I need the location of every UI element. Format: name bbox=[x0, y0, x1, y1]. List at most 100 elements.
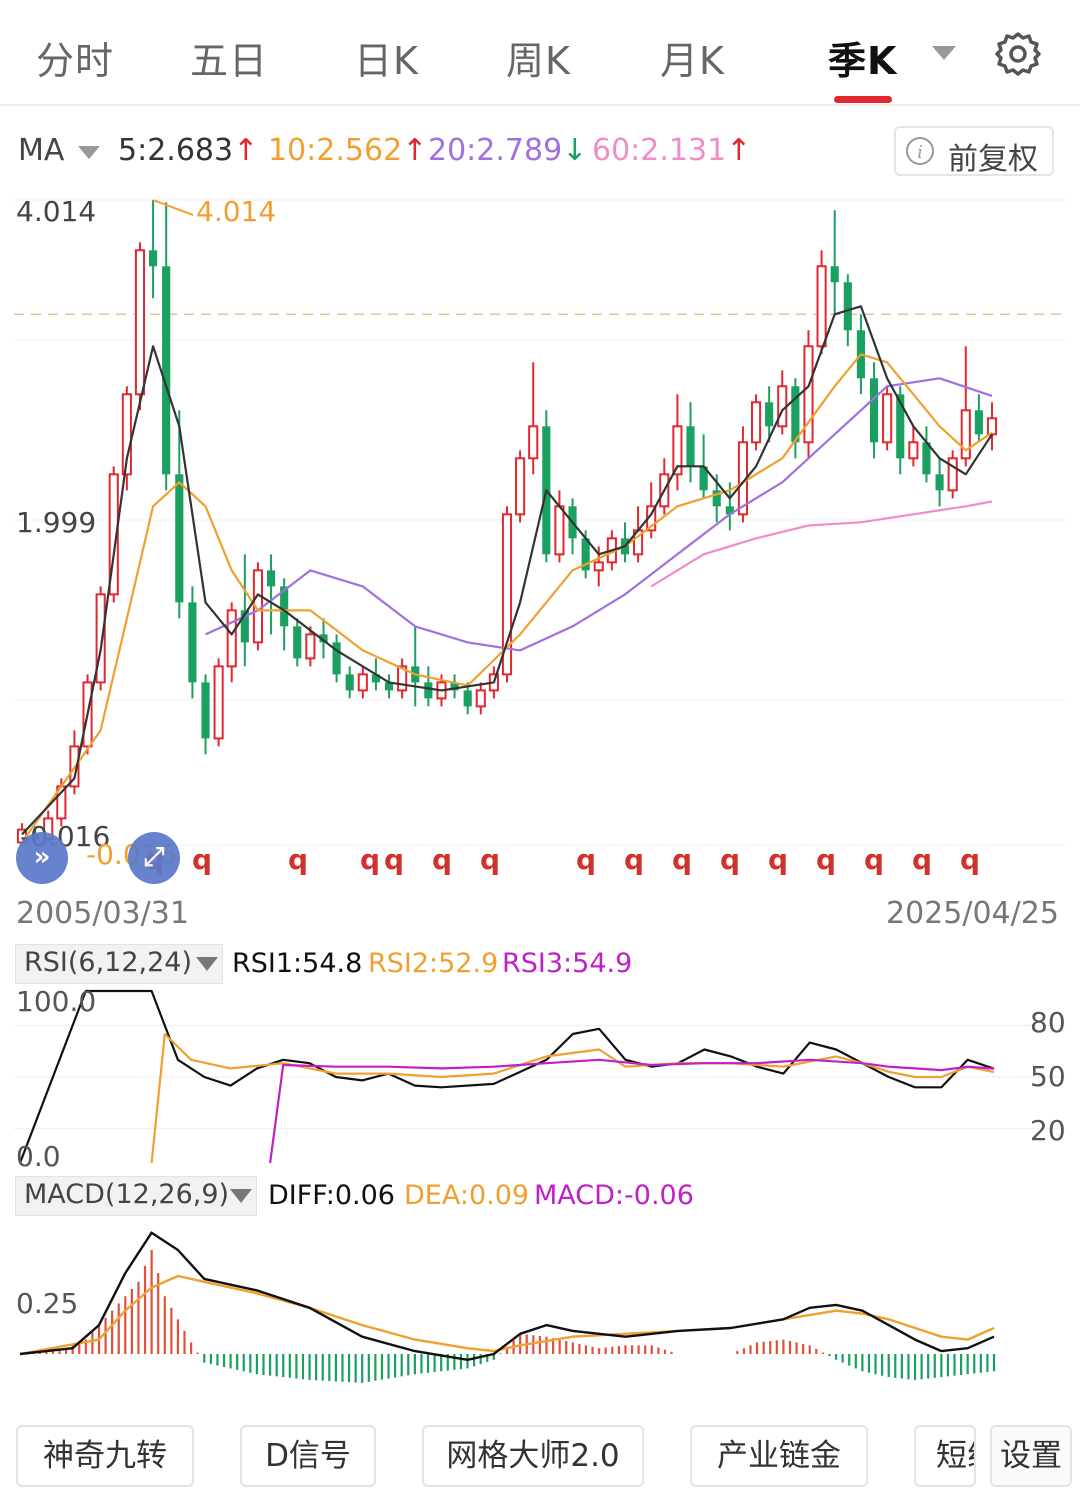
candle-body bbox=[149, 250, 158, 267]
ma10-line bbox=[21, 353, 993, 844]
candle-body bbox=[960, 409, 971, 460]
ma10-value: 10:2.562↑ bbox=[268, 133, 428, 168]
grid-master-button[interactable]: 网格大师2.0 bbox=[422, 1425, 644, 1487]
rsi-dropdown-icon bbox=[196, 957, 218, 971]
candle-body bbox=[305, 633, 316, 660]
short-term-button[interactable]: 短线 bbox=[914, 1425, 976, 1487]
diff-line bbox=[19, 1231, 995, 1362]
price-adjust-button[interactable]: i 前复权 bbox=[894, 126, 1054, 177]
candle-body bbox=[475, 689, 486, 708]
candle-body bbox=[240, 610, 249, 643]
candle-body bbox=[581, 538, 590, 571]
rsi-name: RSI(6,12,24) bbox=[24, 947, 192, 978]
ma60-value: 60:2.131↑ bbox=[592, 133, 752, 168]
candle-body bbox=[463, 690, 472, 707]
candle-body bbox=[397, 665, 408, 692]
macd-histogram-value: MACD:-0.06 bbox=[534, 1180, 694, 1211]
candle-body bbox=[384, 682, 394, 691]
candle-body bbox=[357, 673, 368, 692]
ma-dropdown-icon[interactable] bbox=[78, 146, 100, 159]
candle-body bbox=[528, 425, 539, 460]
candle-body bbox=[712, 490, 721, 507]
q-marker: q bbox=[384, 843, 405, 876]
ma5-line bbox=[21, 305, 993, 836]
indicator-settings-button[interactable]: 设置 bbox=[990, 1425, 1072, 1487]
ma20-line bbox=[205, 377, 993, 652]
rsi-2-line bbox=[150, 1032, 995, 1164]
d-signal-button[interactable]: D信号 bbox=[240, 1425, 376, 1487]
rsi-selector[interactable]: RSI(6,12,24) bbox=[15, 944, 223, 984]
candle-body bbox=[108, 473, 119, 596]
candle-body bbox=[699, 466, 708, 491]
candle-body bbox=[345, 674, 354, 691]
industry-chain-button[interactable]: 产业链金 bbox=[690, 1425, 868, 1487]
tab-intraday[interactable]: 分时 bbox=[36, 39, 115, 83]
candle-body bbox=[450, 682, 459, 691]
macd-chart[interactable] bbox=[0, 1216, 1080, 1406]
candle-body bbox=[175, 474, 184, 603]
price-axis-mid: 1.999 bbox=[16, 506, 97, 539]
candle-body bbox=[947, 457, 958, 492]
q-marker: q bbox=[360, 843, 381, 876]
rsi1-value: RSI1:54.8 bbox=[232, 948, 363, 979]
chevron-down-icon[interactable] bbox=[932, 46, 956, 60]
candle-body bbox=[922, 442, 931, 475]
period-tab-bar: 分时 五日 日K 周K 月K 季K bbox=[0, 0, 1080, 106]
info-icon: i bbox=[906, 137, 934, 165]
candle-body bbox=[188, 602, 197, 683]
candle-body bbox=[686, 426, 695, 467]
candle-body bbox=[830, 266, 839, 283]
ma60-line bbox=[650, 500, 993, 588]
candle-body bbox=[882, 393, 893, 444]
candle-body bbox=[162, 266, 171, 475]
rsi2-value: RSI2:52.9 bbox=[368, 948, 499, 979]
q-marker: q bbox=[624, 843, 645, 876]
candle-body bbox=[869, 378, 879, 443]
fullscreen-button[interactable]: ⤢ bbox=[128, 832, 180, 884]
tab-daily-k[interactable]: 日K bbox=[354, 39, 419, 83]
kline-chart[interactable] bbox=[0, 180, 1080, 890]
rsi3-value: RSI3:54.9 bbox=[502, 948, 633, 979]
candle-body bbox=[908, 441, 919, 460]
candle-body bbox=[554, 505, 565, 556]
macd-name: MACD(12,26,9) bbox=[24, 1179, 230, 1210]
q-marker: q bbox=[192, 843, 213, 876]
candle-body bbox=[121, 393, 132, 476]
rsi-axis-50: 50 bbox=[1030, 1060, 1066, 1093]
macd-diff-value: DIFF:0.06 bbox=[268, 1180, 395, 1211]
candle-body bbox=[765, 402, 774, 427]
rsi-axis-20: 20 bbox=[1030, 1114, 1066, 1147]
candle-body bbox=[424, 682, 433, 699]
dea-line bbox=[19, 1274, 995, 1356]
rsi-axis-bottom: 0.0 bbox=[16, 1140, 61, 1173]
macd-dea-value: DEA:0.09 bbox=[404, 1180, 530, 1211]
gear-icon[interactable] bbox=[994, 30, 1042, 78]
price-adjust-label: 前复权 bbox=[948, 142, 1038, 177]
ma5-value: 5:2.683↑ bbox=[118, 133, 259, 168]
candle-body bbox=[266, 570, 276, 587]
rsi-3-line bbox=[269, 1058, 995, 1164]
ma20-value: 20:2.789↓ bbox=[428, 133, 588, 168]
candle-body bbox=[319, 634, 328, 643]
tab-quarterly-k[interactable]: 季K bbox=[828, 39, 898, 83]
candle-body bbox=[293, 626, 302, 659]
candle-body bbox=[803, 345, 814, 444]
macd-dropdown-icon bbox=[230, 1189, 252, 1203]
candle-body bbox=[515, 457, 526, 516]
rsi-chart[interactable] bbox=[0, 985, 1080, 1170]
magic-nine-button[interactable]: 神奇九转 bbox=[16, 1425, 194, 1487]
price-high-annotation: 4.014 bbox=[196, 195, 277, 228]
tab-five-day[interactable]: 五日 bbox=[190, 39, 269, 83]
macd-axis-label: 0.25 bbox=[16, 1287, 79, 1320]
candle-body bbox=[371, 674, 380, 683]
tab-weekly-k[interactable]: 周K bbox=[506, 39, 571, 83]
tab-monthly-k[interactable]: 月K bbox=[660, 39, 725, 83]
rsi-axis-80: 80 bbox=[1030, 1006, 1066, 1039]
start-date: 2005/03/31 bbox=[16, 896, 189, 931]
macd-selector[interactable]: MACD(12,26,9) bbox=[15, 1176, 257, 1216]
ma-selector[interactable]: MA bbox=[18, 133, 65, 168]
collapse-panel-button[interactable]: » bbox=[16, 832, 68, 884]
rsi-1-line bbox=[18, 989, 995, 1164]
q-marker: q bbox=[288, 843, 309, 876]
rsi-axis-top: 100.0 bbox=[16, 985, 97, 1018]
